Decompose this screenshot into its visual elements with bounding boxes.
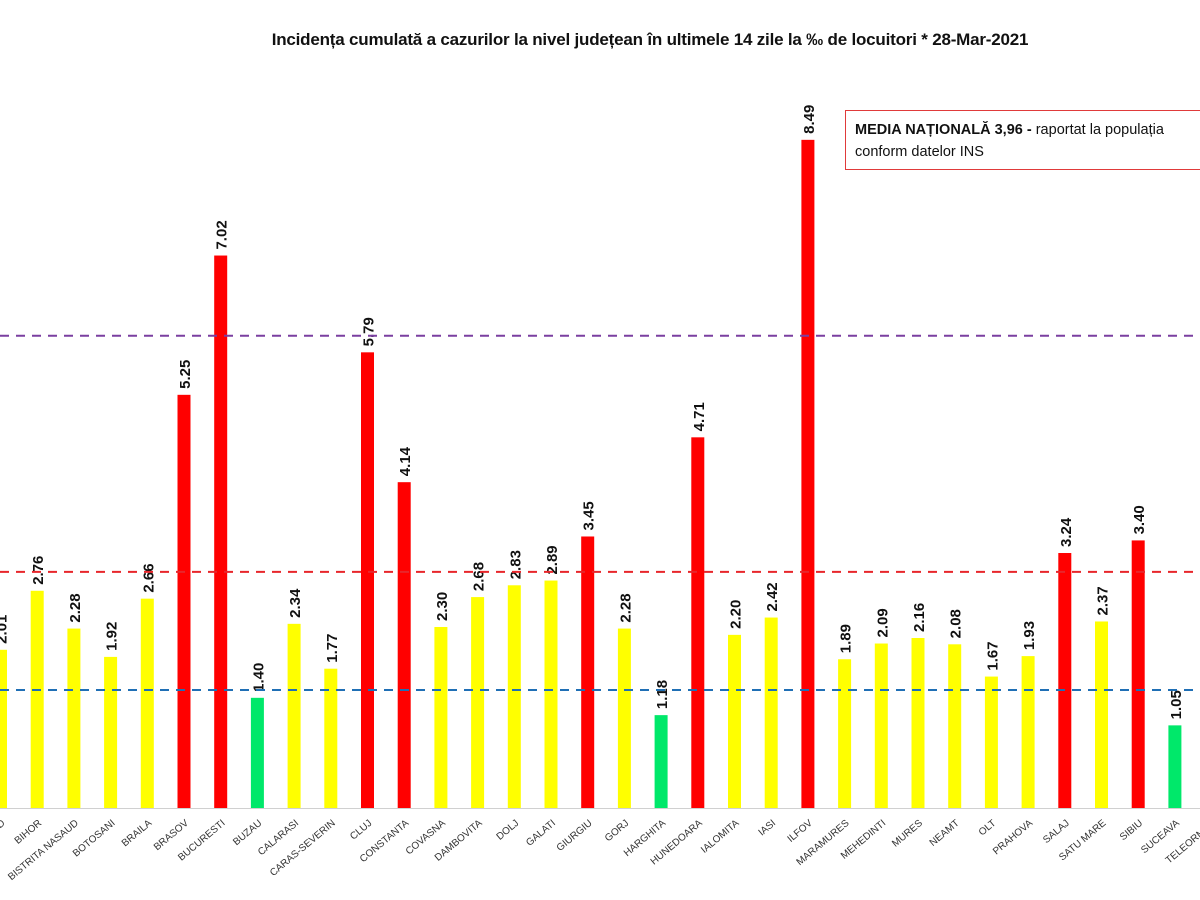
bar-braila: [140, 598, 154, 808]
value-label: 5.79: [361, 317, 378, 346]
category-label: BRAILA: [120, 818, 155, 850]
value-label: 3.45: [581, 501, 598, 530]
category-label: SALAJ: [1041, 818, 1071, 846]
category-label: GORJ: [603, 818, 631, 844]
value-label: 2.37: [1095, 586, 1112, 615]
category-label: IALOMITA: [699, 818, 742, 856]
value-label: 2.42: [764, 582, 781, 611]
bar-hunedoara: [691, 437, 705, 808]
category-label: ILFOV: [786, 818, 815, 845]
bar-botosani: [104, 656, 118, 808]
value-label: 3.40: [1131, 505, 1148, 534]
value-label: 1.77: [324, 633, 341, 662]
national-average-source: conform datelor INS: [855, 144, 984, 160]
value-label: 2.83: [507, 550, 524, 579]
category-label: PRAHOVA: [991, 818, 1035, 858]
value-label: 3.24: [1058, 517, 1075, 547]
value-label: 2.09: [874, 608, 891, 637]
chart-date: * 28-Mar-2021: [921, 30, 1029, 49]
value-label: 2.30: [434, 592, 451, 621]
value-label: 2.34: [287, 588, 304, 618]
category-label: BIHOR: [13, 818, 44, 847]
value-label: 2.68: [471, 562, 488, 591]
bar-cluj: [361, 352, 374, 808]
value-label: 2.28: [617, 593, 634, 622]
bar-gorj: [617, 628, 631, 808]
bar-dolj: [507, 585, 521, 808]
national-average-note: raportat la populația: [1031, 122, 1164, 138]
category-label: BUZAU: [231, 818, 264, 848]
category-label: DOLJ: [495, 818, 522, 843]
value-label: 1.92: [104, 622, 121, 651]
bar-constanta: [397, 482, 411, 808]
value-label: 1.93: [1021, 621, 1038, 650]
category-label: NEAMT: [928, 818, 962, 849]
bar-neamt: [948, 644, 962, 808]
bar-maramures: [838, 659, 852, 808]
chart-title: Incidența cumulată a cazurilor la nivel …: [0, 30, 1200, 50]
bar-suceava: [1168, 725, 1182, 808]
chart-title-text: Incidența cumulată a cazurilor la nivel …: [271, 30, 917, 49]
category-label: ARAD: [0, 818, 7, 844]
value-label: 1.05: [1168, 690, 1185, 719]
category-label: GALATI: [524, 818, 558, 849]
bar-bucuresti: [214, 255, 228, 808]
bar-satu-mare: [1095, 621, 1108, 808]
bar-covasna: [434, 626, 448, 808]
bar-iasi: [764, 617, 778, 808]
bar-olt: [984, 676, 998, 808]
category-label: OLT: [977, 818, 998, 838]
category-label: SIBIU: [1118, 818, 1145, 843]
value-label: 2.28: [67, 593, 84, 622]
value-label: 1.89: [838, 624, 855, 653]
value-label: 2.16: [911, 603, 928, 632]
bar-mures: [911, 638, 925, 808]
bar-ilfov: [801, 139, 815, 808]
bar-sibiu: [1131, 540, 1145, 808]
value-label: 2.66: [140, 563, 157, 592]
category-label: MURES: [890, 818, 925, 850]
bar-bihor: [30, 590, 44, 808]
bar-calarasi: [287, 623, 301, 808]
value-label: 1.18: [654, 680, 671, 709]
value-label: 2.76: [30, 556, 47, 585]
value-label: 2.20: [728, 600, 745, 629]
bar-arad: [0, 649, 7, 808]
bar-brasov: [177, 394, 191, 808]
value-label: 2.08: [948, 609, 965, 638]
bar-galati: [544, 580, 558, 808]
bar-salaj: [1058, 553, 1072, 808]
bar-buzau: [250, 697, 264, 808]
value-label: 2.89: [544, 545, 561, 574]
category-label: CARAS-SEVERIN: [268, 818, 338, 879]
value-label: 5.25: [177, 360, 194, 389]
bar-prahova: [1021, 656, 1035, 808]
bar-ialomita: [728, 634, 741, 808]
category-label: CLUJ: [348, 818, 374, 843]
value-label: 8.49: [801, 105, 818, 134]
value-label: 2.01: [0, 615, 11, 644]
value-label: 1.67: [984, 641, 1001, 670]
bar-giurgiu: [581, 536, 595, 808]
bar-bistrita-nasaud: [67, 628, 81, 808]
bar-dambovita: [471, 597, 485, 808]
value-label: 1.40: [250, 663, 267, 692]
national-average-value: MEDIA NAȚIONALĂ 3,96 -: [855, 122, 1032, 138]
national-average-box: MEDIA NAȚIONALĂ 3,96 - raportat la popul…: [845, 110, 1200, 170]
value-label: 7.02: [214, 220, 231, 249]
category-label: BISTRITA NASAUD: [6, 818, 81, 883]
value-label: 4.14: [397, 446, 414, 476]
category-label: IASI: [757, 818, 779, 839]
category-label: GIURGIU: [555, 818, 595, 854]
bar-harghita: [654, 715, 668, 808]
bar-mehedinti: [874, 643, 888, 808]
value-label: 4.71: [691, 402, 708, 431]
bar-caras-severin: [324, 668, 338, 808]
